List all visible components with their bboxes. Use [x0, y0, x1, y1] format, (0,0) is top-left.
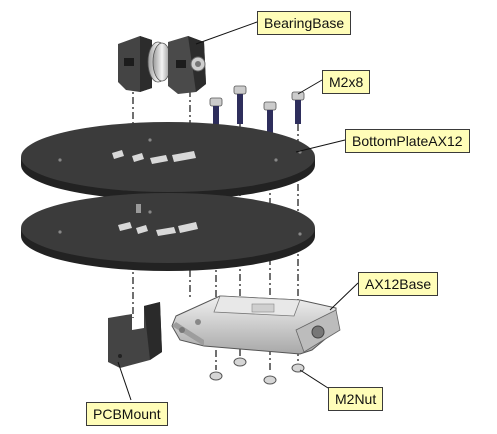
bottom-plate-upper [21, 122, 315, 200]
label-m2nut: M2Nut [328, 387, 384, 411]
m2x8-screw [209, 97, 223, 138]
bearing-base-part [118, 36, 206, 94]
m2x8-screw [291, 91, 305, 124]
ax12-base-part [171, 295, 341, 355]
m2x8-screw [233, 85, 247, 124]
label-ax12-base: AX12Base [358, 272, 439, 296]
m2-nut [209, 371, 223, 381]
m2-nut [291, 363, 305, 373]
label-bearing-base: BearingBase [257, 11, 352, 35]
pcb-mount-part [108, 302, 162, 368]
bottom-plate-lower [21, 193, 315, 271]
m2x8-screw [263, 101, 277, 138]
label-pcb-mount: PCBMount [86, 402, 168, 426]
m2x8-screws [209, 85, 305, 138]
label-bottom-plate: BottomPlateAX12 [345, 129, 470, 153]
m2-nuts [209, 357, 305, 385]
m2-nut [233, 357, 247, 367]
leader-lines [117, 21, 359, 401]
label-m2x8: M2x8 [322, 70, 371, 94]
m2-nut [263, 375, 277, 385]
